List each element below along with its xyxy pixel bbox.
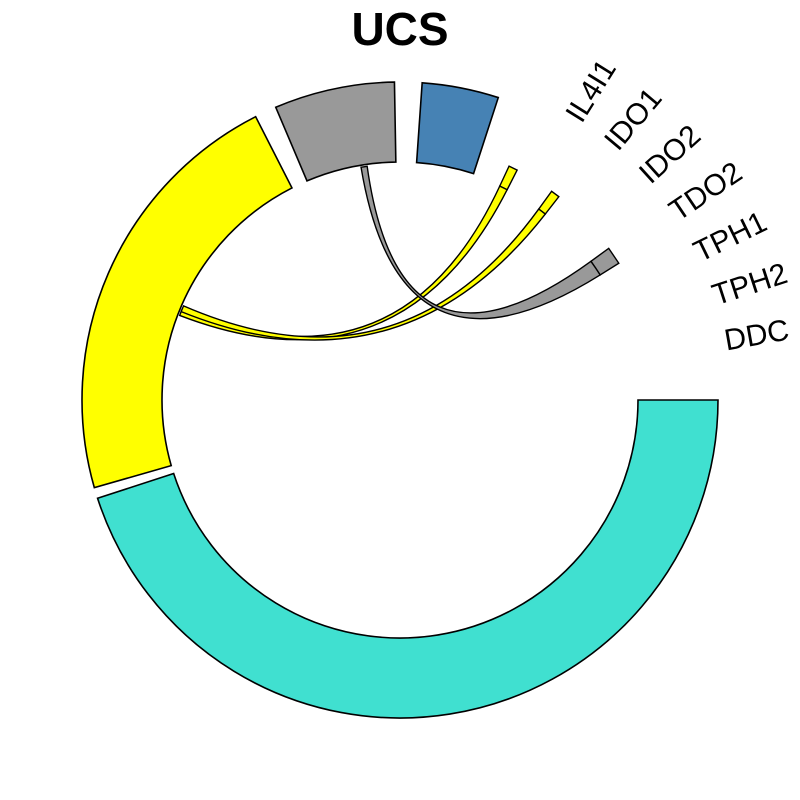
- chord-link-tdo2: [360, 165, 602, 320]
- sector-ddc: [96, 399, 719, 719]
- sector-il4i1: [415, 81, 500, 175]
- label-tph1: TPH1: [689, 205, 772, 268]
- link-end-ido1: [498, 165, 519, 191]
- chord-link-ido2: [180, 208, 547, 341]
- sector-unlabeled-8: [81, 115, 294, 489]
- sector-unlabeled-9: [274, 81, 397, 182]
- label-tph2: TPH2: [708, 257, 791, 312]
- chart-title: UCS: [351, 3, 449, 55]
- label-ddc: DDC: [722, 314, 792, 358]
- chord-link-ido1: [178, 185, 509, 341]
